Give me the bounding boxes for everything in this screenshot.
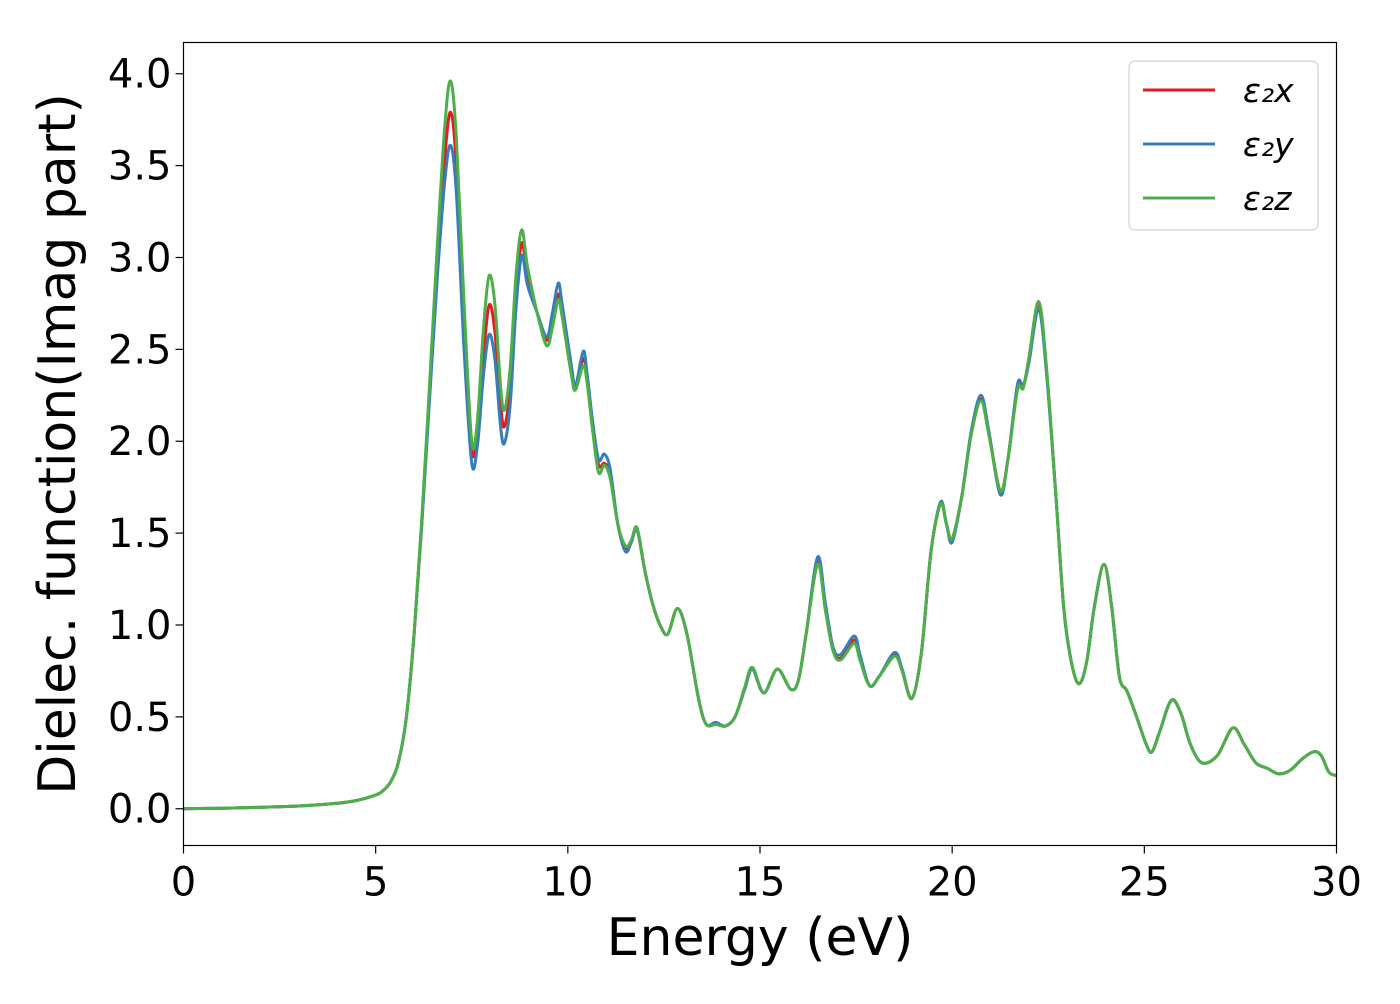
y-tick-label: 3.5 xyxy=(108,144,172,190)
legend-box xyxy=(1128,60,1319,231)
x-tick-label: 20 xyxy=(927,860,978,906)
y-tick-label: 2.0 xyxy=(108,419,172,465)
y-tick-label: 0.0 xyxy=(108,787,172,833)
legend: ε₂x ε₂y ε₂z xyxy=(1128,60,1319,231)
y-tick-label: 1.0 xyxy=(108,603,172,649)
y-axis-label: Dielec. function(Imag part) xyxy=(28,93,88,795)
x-tick-label: 25 xyxy=(1119,860,1170,906)
y-tick-label: 2.5 xyxy=(108,327,172,373)
x-tick-label: 5 xyxy=(363,860,388,906)
x-axis: 0 5 10 15 20 25 30 xyxy=(171,845,1362,906)
legend-items: ε₂x ε₂y ε₂z xyxy=(1143,71,1294,218)
y-tick-label: 4.0 xyxy=(108,52,172,98)
legend-label: ε₂z xyxy=(1243,179,1292,218)
legend-label: ε₂y xyxy=(1243,125,1294,164)
x-tick-label: 15 xyxy=(735,860,786,906)
x-tick-label: 0 xyxy=(171,860,196,906)
x-tick-label: 10 xyxy=(542,860,593,906)
series-layer xyxy=(183,79,1337,811)
y-tick-label: 1.5 xyxy=(108,511,172,557)
y-tick-label: 0.5 xyxy=(108,695,172,741)
series-line-3 xyxy=(183,79,1337,811)
x-tick-label: 30 xyxy=(1311,860,1362,906)
y-tick-label: 3.0 xyxy=(108,235,172,281)
series-line-2 xyxy=(183,143,1337,811)
y-axis: 0.0 0.5 1.0 1.5 2.0 2.5 3.0 3.5 4.0 xyxy=(108,52,184,833)
legend-label: ε₂x xyxy=(1243,71,1294,110)
x-axis-label: Energy (eV) xyxy=(607,908,914,968)
